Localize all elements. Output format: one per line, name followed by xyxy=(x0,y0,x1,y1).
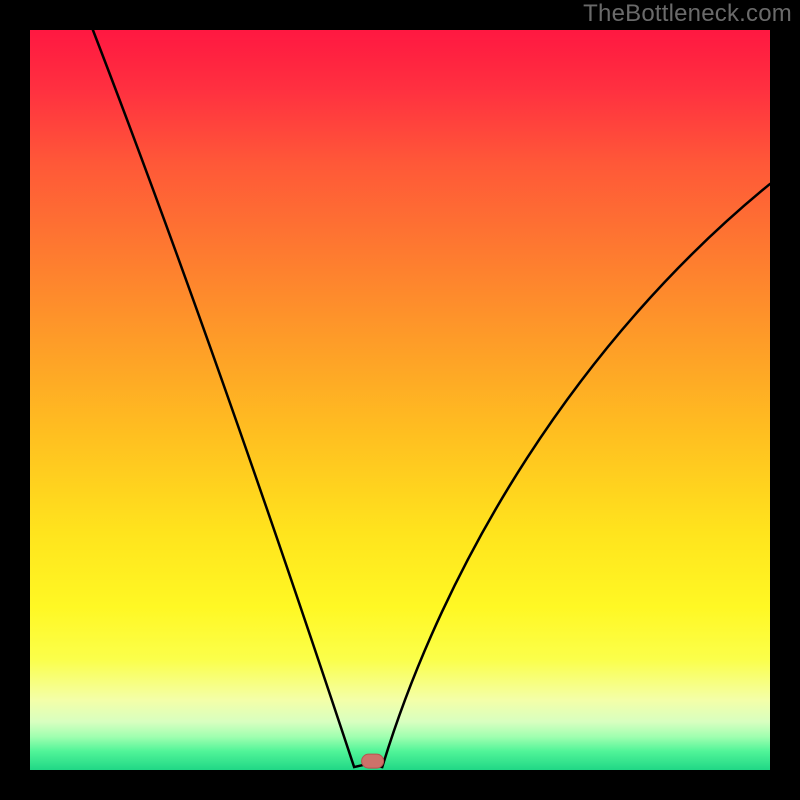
optimum-marker xyxy=(362,754,384,768)
chart-svg xyxy=(0,0,800,800)
chart-root: TheBottleneck.com xyxy=(0,0,800,800)
plot-background xyxy=(30,30,770,770)
watermark-text: TheBottleneck.com xyxy=(583,0,792,28)
